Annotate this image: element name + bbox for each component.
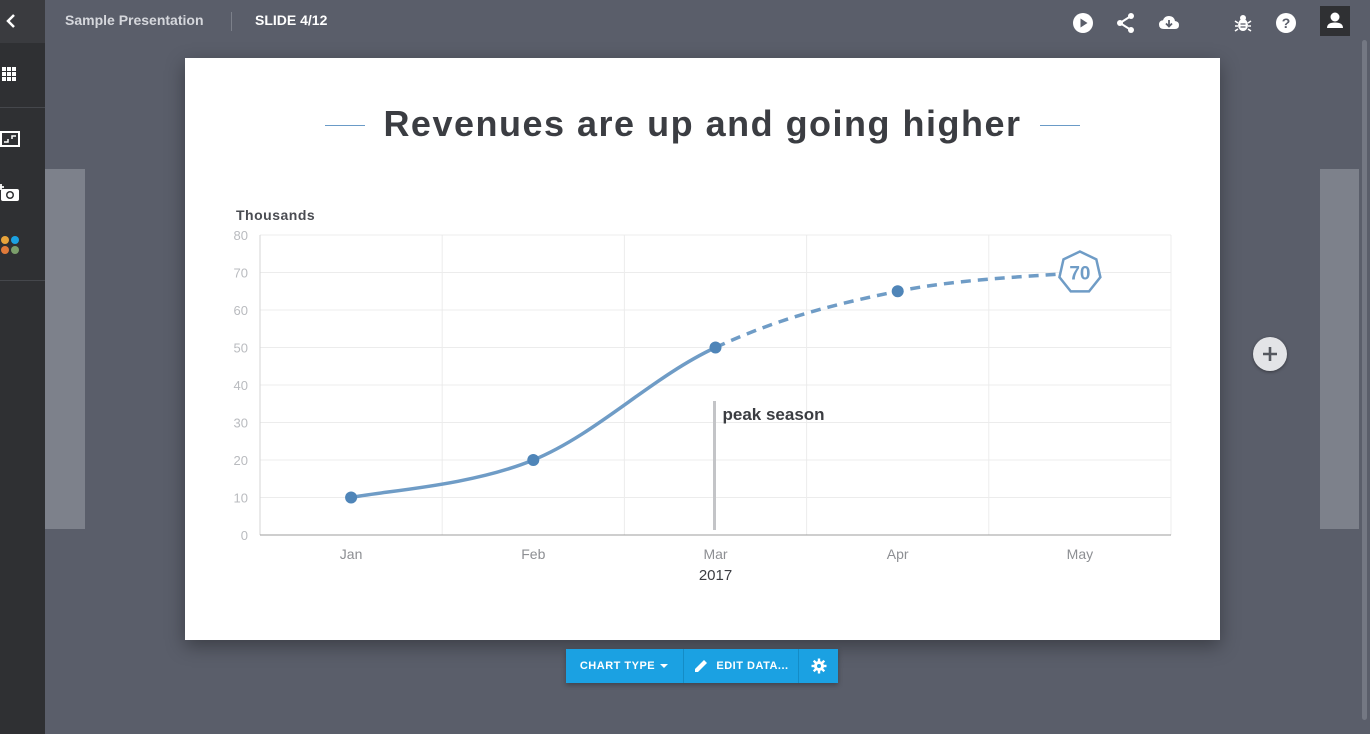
y-tick-label: 0 <box>241 528 248 543</box>
chart-axes: 0 10 20 30 40 50 60 70 80 Jan Feb Mar Apr May 2017 <box>234 228 1171 584</box>
title-rule-right <box>1040 125 1080 126</box>
top-bar: Sample Presentation SLIDE 4/12 ? <box>45 0 1370 43</box>
annotation-text: peak season <box>723 405 825 424</box>
slide-canvas[interactable]: Revenues are up and going higher Thousan… <box>185 58 1220 640</box>
user-icon <box>1327 12 1343 28</box>
bug-icon[interactable] <box>1232 12 1254 34</box>
scrollbar-thumb[interactable] <box>1362 40 1367 720</box>
next-slide-preview[interactable] <box>1320 169 1360 529</box>
x-tick-label: May <box>1067 546 1093 562</box>
x-tick-label: Apr <box>887 546 909 562</box>
data-label: 70 <box>1069 264 1090 285</box>
chart-annotation: peak season <box>713 401 825 530</box>
play-icon[interactable] <box>1072 12 1094 34</box>
color-palette-icon <box>1 236 19 254</box>
chart-type-label: CHART TYPE <box>579 660 656 672</box>
y-tick-label: 20 <box>234 453 248 468</box>
x-group-label: 2017 <box>699 567 732 584</box>
edit-data-button[interactable]: EDIT DATA... <box>684 649 798 683</box>
y-tick-label: 10 <box>234 491 248 506</box>
slide-title[interactable]: Revenues are up and going higher <box>383 103 1022 144</box>
data-point <box>345 491 358 504</box>
chart-toolbar: CHART TYPE EDIT DATA... <box>566 649 838 683</box>
plus-icon <box>1263 347 1277 361</box>
slide-counter: SLIDE 4/12 <box>255 12 328 28</box>
share-icon[interactable] <box>1115 12 1137 34</box>
add-slide-button[interactable] <box>1253 337 1287 371</box>
theme-colors-button[interactable] <box>0 231 45 261</box>
edit-data-label: EDIT DATA... <box>716 660 789 672</box>
y-tick-label: 50 <box>234 341 248 356</box>
y-tick-label: 60 <box>234 303 248 318</box>
header-separator <box>231 12 232 31</box>
data-point <box>527 454 540 466</box>
user-account-button[interactable] <box>1320 6 1350 36</box>
gear-icon <box>811 658 826 674</box>
y-tick-label: 30 <box>234 416 248 431</box>
help-icon[interactable]: ? <box>1275 12 1297 34</box>
back-chevron-icon <box>6 14 15 28</box>
pencil-icon <box>695 660 708 672</box>
image-layout-icon <box>0 131 20 147</box>
grid-icon <box>2 67 16 81</box>
layout-button[interactable] <box>0 124 45 154</box>
slide-grid-button[interactable] <box>0 59 45 89</box>
presentation-title[interactable]: Sample Presentation <box>65 12 204 28</box>
x-tick-label: Feb <box>521 546 545 562</box>
add-photo-icon <box>0 184 19 201</box>
sidebar-divider <box>0 107 45 108</box>
caret-down-icon <box>660 664 669 668</box>
chart-points <box>345 250 1102 504</box>
revenue-line-chart[interactable]: 0 10 20 30 40 50 60 70 80 Jan Feb Mar Apr May 2017 pea… <box>185 58 1220 640</box>
chart-type-button[interactable]: CHART TYPE <box>566 649 683 683</box>
x-tick-label: Mar <box>703 546 727 562</box>
highlight-badge <box>1058 250 1102 293</box>
title-rule-left <box>325 125 365 126</box>
back-button[interactable] <box>0 0 45 43</box>
add-photo-button[interactable] <box>0 178 45 208</box>
svg-text:?: ? <box>1282 15 1291 31</box>
y-axis-units-label[interactable]: Thousands <box>236 207 316 223</box>
y-tick-label: 70 <box>234 266 248 281</box>
x-tick-label: Jan <box>340 546 363 562</box>
previous-slide-preview[interactable] <box>45 169 85 529</box>
data-point <box>709 341 722 354</box>
left-sidebar <box>0 0 45 734</box>
y-tick-label: 40 <box>234 378 248 393</box>
toolbar-separator <box>683 649 684 683</box>
data-point <box>891 285 904 298</box>
chart-settings-button[interactable] <box>799 649 838 683</box>
chart-labels: 70 <box>1069 264 1090 285</box>
y-tick-label: 80 <box>234 228 248 243</box>
cloud-download-icon[interactable] <box>1158 12 1180 34</box>
toolbar-separator <box>798 649 799 683</box>
sidebar-divider <box>0 280 45 281</box>
